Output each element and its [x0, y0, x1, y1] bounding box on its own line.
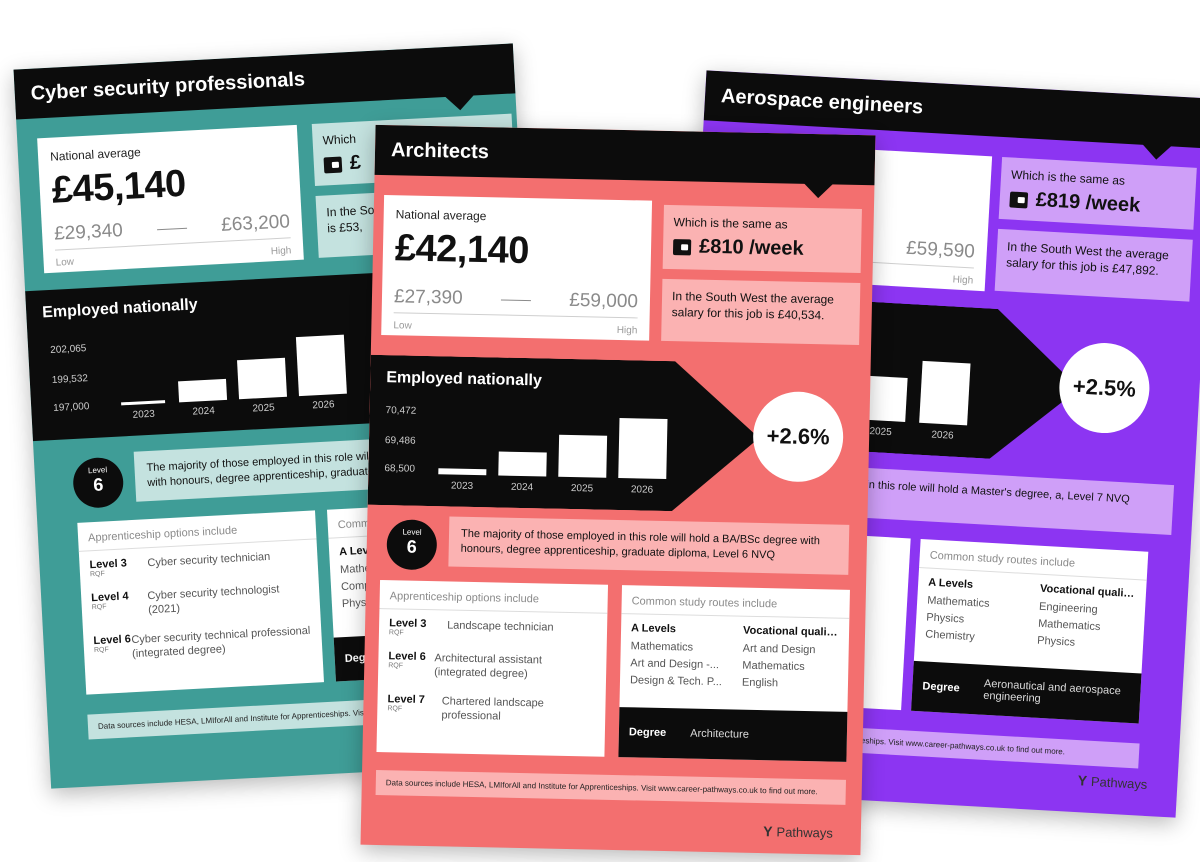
x-tick: 2023: [132, 408, 156, 421]
bar-2026: [295, 334, 347, 397]
national-average-box: National average £45,140 £29,340 £63,200 …: [37, 124, 304, 274]
bar-2026: [919, 361, 970, 426]
routes-col-header: Vocational qualifi...: [1039, 582, 1137, 601]
bar-2024: [178, 378, 228, 403]
routes-col-header: A Levels: [927, 576, 974, 591]
pathways-logo: Y Pathways: [1077, 772, 1148, 792]
x-tick: 2023: [450, 480, 474, 492]
degree-row: Degree Aeronautical and aerospace enginee…: [911, 660, 1142, 724]
apprenticeship-panel: Apprenticeship options include Level 3 RQ…: [77, 510, 324, 695]
bar-2023: [121, 400, 166, 406]
apprenticeship-panel: Apprenticeship options include Level 3 RQ…: [376, 580, 609, 757]
pathways-logo-icon: Y: [763, 823, 773, 840]
route-item: Engineering: [1038, 600, 1099, 616]
bar-2025: [237, 357, 287, 400]
wallet-icon: [672, 238, 692, 255]
y-tick: 69,486: [384, 435, 416, 447]
weekly-box: Which is the same as £810 /week: [662, 204, 862, 274]
salary-range: £29,340 £63,200: [53, 211, 291, 251]
pathways-logo-icon: Y: [1077, 772, 1088, 789]
poster-title: Cyber security professionals: [13, 43, 516, 120]
route-item: Mathematics: [926, 594, 990, 610]
x-tick: 2026: [312, 399, 335, 412]
poster-title: Architects: [374, 124, 876, 199]
apprenticeship-item: Level 6 RQF Architectural assistant (integ…: [388, 650, 543, 681]
route-item: Physics: [1036, 634, 1076, 649]
route-item: Art and Design: [742, 642, 816, 657]
weekly-label: Which is the same as: [1010, 167, 1126, 188]
study-routes-panel: Common study routes include A Levels Mat…: [618, 585, 850, 762]
level-description: The majority of those employed in this r…: [448, 516, 850, 575]
x-tick: 2024: [510, 481, 534, 494]
weekly-box: Which is the same as £819 /week: [998, 156, 1197, 230]
bar-2023: [438, 468, 486, 475]
route-item: English: [741, 676, 779, 690]
weekly-value: £810 /week: [672, 235, 851, 262]
wallet-icon: [323, 156, 343, 173]
data-sources-footer: Data sources include HESA, LMIforAll and…: [375, 769, 846, 805]
regional-salary-box: In the South West the average salary for…: [661, 278, 861, 346]
routes-col-header: Vocational qualifi...: [742, 624, 840, 639]
growth-badge: +2.5%: [1056, 340, 1152, 436]
routes-header: Common study routes include: [621, 585, 850, 619]
bar-2024: [498, 451, 546, 476]
y-tick: 199,532: [51, 373, 89, 386]
apprenticeship-header: Apprenticeship options include: [379, 580, 609, 614]
range-labels: Low High: [393, 320, 638, 337]
study-routes-panel: Common study routes include A Levels Mat…: [911, 539, 1149, 724]
pathways-logo: Y Pathways: [763, 823, 834, 841]
range-labels: Low High: [55, 245, 292, 269]
route-item: Art and Design -...: [630, 657, 720, 672]
national-average-label: National average: [395, 207, 487, 224]
regional-salary-box: In the South West the average salary for…: [994, 228, 1193, 302]
x-tick: 2024: [192, 405, 216, 418]
y-tick: 68,500: [384, 463, 416, 475]
level-badge: Level 6: [71, 456, 125, 509]
employed-title: Employed nationally: [41, 296, 199, 322]
wallet-icon: [1009, 190, 1029, 208]
routes-col-header: A Levels: [630, 622, 677, 636]
route-item: Mathematics: [1037, 617, 1101, 634]
weekly-value: £819 /week: [1009, 187, 1185, 220]
employed-nationally-panel: Employed nationally 70,472 69,486 68,500…: [368, 355, 761, 513]
y-tick: 197,000: [53, 401, 90, 414]
y-tick: 202,065: [49, 343, 87, 357]
national-average-value: £45,140: [50, 162, 187, 212]
x-tick: 2026: [630, 484, 654, 496]
national-average-box: National average £42,140 £27,390 £59,000 …: [381, 195, 653, 341]
y-tick: 70,472: [385, 405, 417, 417]
route-item: Chemistry: [925, 628, 976, 644]
national-average-value: £42,140: [394, 227, 530, 273]
route-item: Mathematics: [630, 640, 694, 654]
route-item: Mathematics: [742, 659, 805, 673]
route-item: Design & Tech. P...: [629, 674, 723, 689]
apprenticeship-item: Level 7 RQF Chartered landscape profession…: [387, 692, 544, 723]
apprenticeship-item: Level 3 RQF Landscape technician: [388, 617, 554, 637]
x-tick: 2025: [570, 483, 594, 495]
weekly-label: Which is the same as: [673, 215, 788, 232]
x-tick: 2026: [931, 429, 954, 442]
route-item: Physics: [925, 611, 965, 626]
employed-title: Employed nationally: [386, 369, 543, 390]
level-badge: Level 6: [386, 519, 438, 571]
x-tick: 2025: [252, 402, 275, 415]
degree-row: Degree Architecture: [618, 707, 848, 762]
bar-2025: [558, 435, 607, 478]
growth-badge: +2.6%: [752, 390, 845, 483]
bar-2026: [618, 418, 667, 479]
salary-range: £27,390 £59,000: [393, 286, 639, 319]
poster-architects: Architects National average £42,140 £27,…: [360, 124, 876, 856]
